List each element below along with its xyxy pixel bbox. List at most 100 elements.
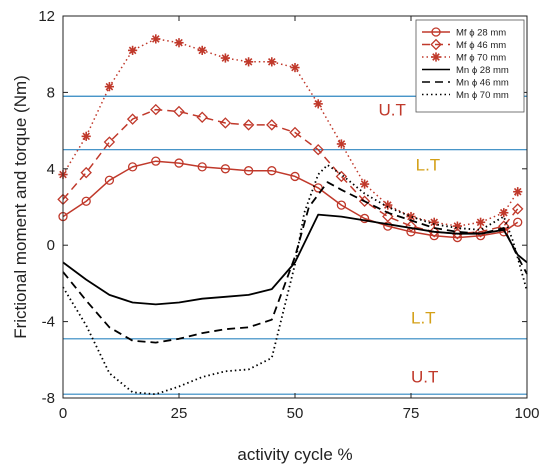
star-stroke [221,54,230,62]
data-point-circle [431,27,441,37]
data-point-diamond [512,203,524,215]
series-line [62,108,519,235]
data-point-diamond [405,220,417,232]
y-tick-label: -8 [42,390,55,407]
data-point-diamond [266,119,278,131]
data-point-star [452,221,462,231]
data-point-circle [151,156,161,166]
data-point-star [383,200,393,210]
data-point-star [499,208,509,218]
star-stroke [267,58,276,66]
y-tick-label: 4 [47,161,55,178]
series-layer [57,34,528,396]
star-stroke [407,212,415,221]
data-point-diamond [312,143,324,156]
series-line [62,164,528,396]
y-axis-label: Frictional moment and torque (Nm) [11,75,30,339]
y-tick-label: 8 [47,84,55,101]
x-tick-label: 25 [171,405,188,422]
star-stroke [82,132,91,141]
star-stroke [499,208,508,217]
data-point-star [431,52,441,62]
y-tick-label: -4 [42,314,55,331]
star-stroke [337,140,346,148]
star-stroke [151,35,160,43]
legend-entry-label: Mn ϕ 46 mm [456,78,509,89]
data-point-circle [220,164,231,174]
data-point-star [197,45,207,55]
data-point-circle [104,175,115,185]
legend-entry-label: Mf ϕ 46 mm [456,40,506,51]
threshold-label: U.T [379,100,406,119]
data-point-diamond [196,111,208,123]
data-point-diamond [358,195,371,207]
data-point-circle [243,166,254,176]
x-tick-label: 0 [59,405,67,422]
data-point-diamond [219,117,232,129]
data-point-diamond [80,166,92,179]
data-point-diamond [430,38,442,51]
threshold-label: U.T [411,368,438,387]
data-point-star [128,45,138,55]
star-stroke [244,58,253,66]
x-tick-label: 100 [514,405,539,422]
data-point-diamond [242,119,255,131]
data-point-circle [81,196,91,206]
legend-entry-label: Mf ϕ 70 mm [456,53,506,64]
data-point-diamond [126,113,139,125]
data-point-circle [359,213,370,224]
star-stroke [360,180,369,188]
data-point-diamond [474,226,487,238]
star-stroke [383,201,392,209]
data-point-star [244,57,254,67]
star-stroke [513,187,522,196]
star-stroke [430,218,439,227]
y-tick-label: 12 [38,8,55,25]
x-tick-label: 75 [403,405,420,422]
data-point-circle [197,162,207,172]
threshold-label: L.T [411,309,436,328]
data-point-diamond [103,136,116,148]
data-point-star [81,131,91,141]
data-point-circle [290,171,300,182]
axis-ticks: 0 25 50 75 100 -8 -4 0 4 8 12 [38,8,539,422]
data-point-diamond [150,103,162,116]
x-tick-label: 50 [287,405,304,422]
star-stroke [432,53,440,61]
data-point-circle [267,166,277,176]
data-point-star [476,217,486,227]
data-point-star [360,179,370,189]
series-line [62,160,519,239]
data-point-star [174,38,184,48]
star-stroke [105,82,114,91]
data-point-circle [174,158,184,168]
threshold-label: L.T [416,156,441,175]
star-stroke [476,218,485,227]
series-line [62,181,528,344]
data-point-star [220,53,230,63]
data-point-star [513,187,523,197]
data-point-diamond [173,105,185,118]
data-point-star [429,217,439,227]
y-tick-label: 0 [47,237,55,254]
data-point-star [151,34,161,44]
x-axis-label: activity cycle % [237,445,352,464]
data-point-diamond [335,170,348,183]
data-point-diamond [289,126,301,139]
threshold-lines [63,95,527,395]
star-stroke [291,63,299,72]
star-stroke [128,46,137,55]
legend-entry-label: Mf ϕ 28 mm [456,28,506,39]
data-point-star [267,57,277,67]
legend-entry-label: Mn ϕ 70 mm [456,90,509,101]
data-point-circle [127,162,138,172]
data-point-star [290,62,300,73]
data-point-star [313,99,323,109]
series-markers [58,34,523,231]
star-stroke [198,46,207,55]
star-stroke [175,38,183,47]
data-point-circle [336,200,347,210]
legend-entry-label: Mn ϕ 28 mm [456,65,509,76]
star-stroke [314,100,323,108]
